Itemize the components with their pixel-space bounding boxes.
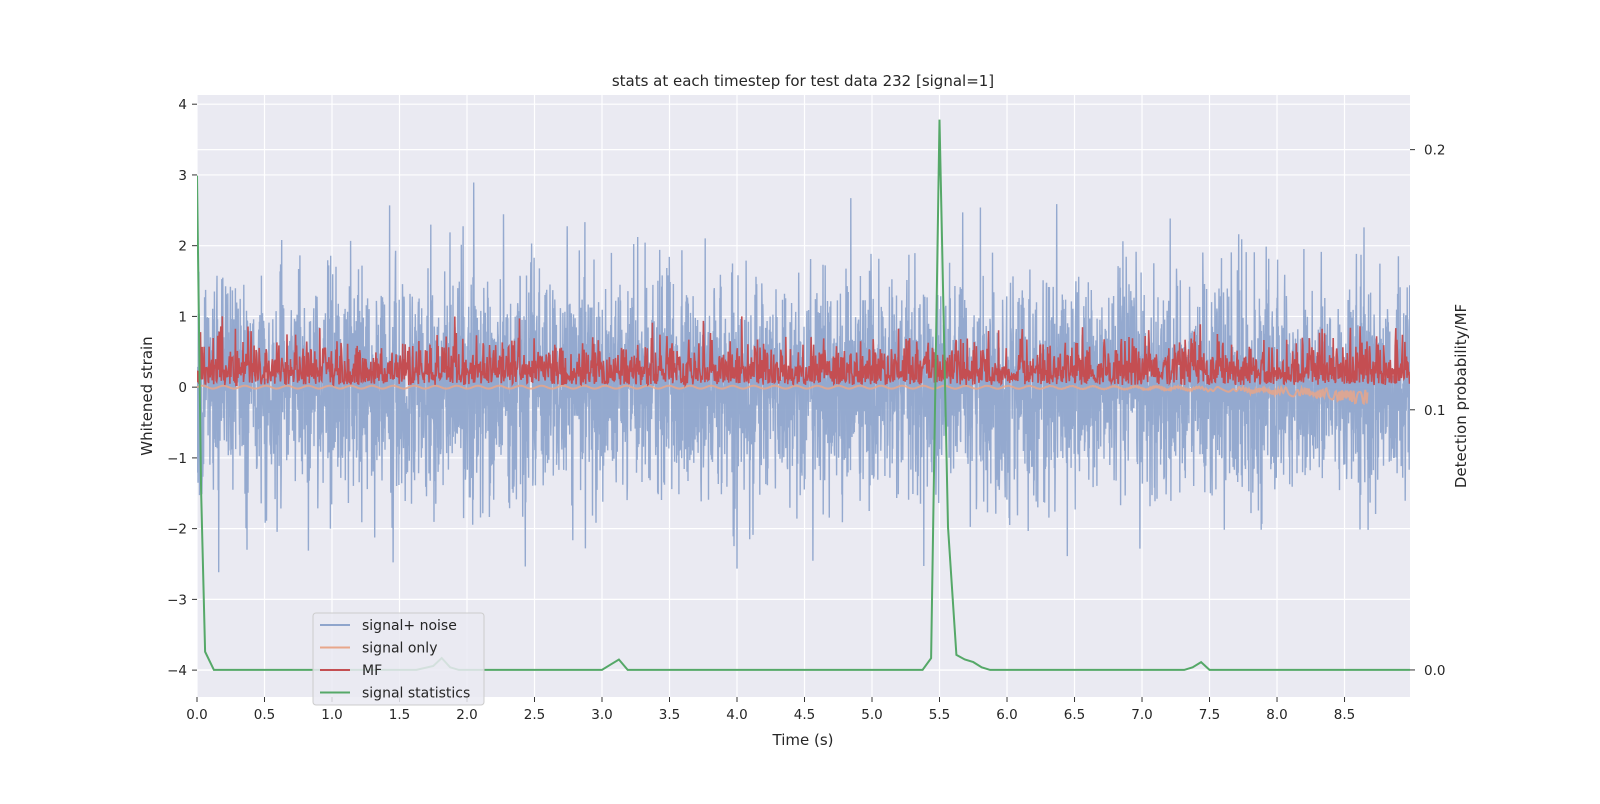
- y-tick-label: −4: [167, 663, 187, 679]
- y-tick-label: −2: [167, 522, 187, 538]
- x-tick-label: 5.0: [861, 707, 882, 723]
- y-tick-label: 4: [178, 97, 187, 113]
- y-tick-label: 1: [178, 309, 187, 325]
- x-tick-label: 3.5: [659, 707, 680, 723]
- x-tick-label: 8.5: [1334, 707, 1355, 723]
- series-line-mf: [197, 316, 1410, 388]
- x-tick-label: 6.5: [1064, 707, 1085, 723]
- y-tick-label: 2: [178, 239, 187, 255]
- x-axis-label: Time (s): [772, 731, 834, 749]
- y-tick-label: −3: [167, 592, 187, 608]
- y-right-tick-label: 0.2: [1424, 143, 1445, 159]
- legend-label: signal+ noise: [362, 618, 457, 634]
- x-tick-label: 5.5: [929, 707, 950, 723]
- x-tick-label: 7.5: [1199, 707, 1220, 723]
- x-tick-label: 6.0: [996, 707, 1017, 723]
- x-tick-label: 1.0: [321, 707, 342, 723]
- x-tick-label: 0.5: [254, 707, 275, 723]
- x-tick-label: 8.0: [1266, 707, 1287, 723]
- x-tick-label: 1.5: [389, 707, 410, 723]
- x-tick-label: 4.5: [794, 707, 815, 723]
- legend-label: MF: [362, 663, 382, 679]
- legend-box: [312, 612, 485, 706]
- x-tick-label: 2.5: [524, 707, 545, 723]
- legend: signal+ noise signal only MF signal statist…: [312, 612, 485, 706]
- y-tick-label: 3: [178, 168, 187, 184]
- x-tick-label: 3.0: [591, 707, 612, 723]
- x-tick-label: 7.0: [1131, 707, 1152, 723]
- y-right-tick-label: 0.1: [1424, 403, 1445, 419]
- y-axis-right-label: Detection probability/MF: [1452, 304, 1470, 488]
- y-axis-label: Whitened strain: [138, 336, 156, 455]
- chart-title: stats at each timestep for test data 232…: [612, 72, 994, 90]
- y-tick-label: 0: [178, 380, 187, 396]
- legend-label: signal only: [362, 641, 437, 657]
- x-tick-label: 0.0: [186, 707, 207, 723]
- y-right-tick-label: 0.0: [1424, 663, 1445, 679]
- legend-label: signal statistics: [362, 686, 470, 702]
- y-tick-label: −1: [167, 451, 187, 467]
- x-tick-label: 2.0: [456, 707, 477, 723]
- x-tick-label: 4.0: [726, 707, 747, 723]
- series-line-signal-only: [197, 383, 1369, 406]
